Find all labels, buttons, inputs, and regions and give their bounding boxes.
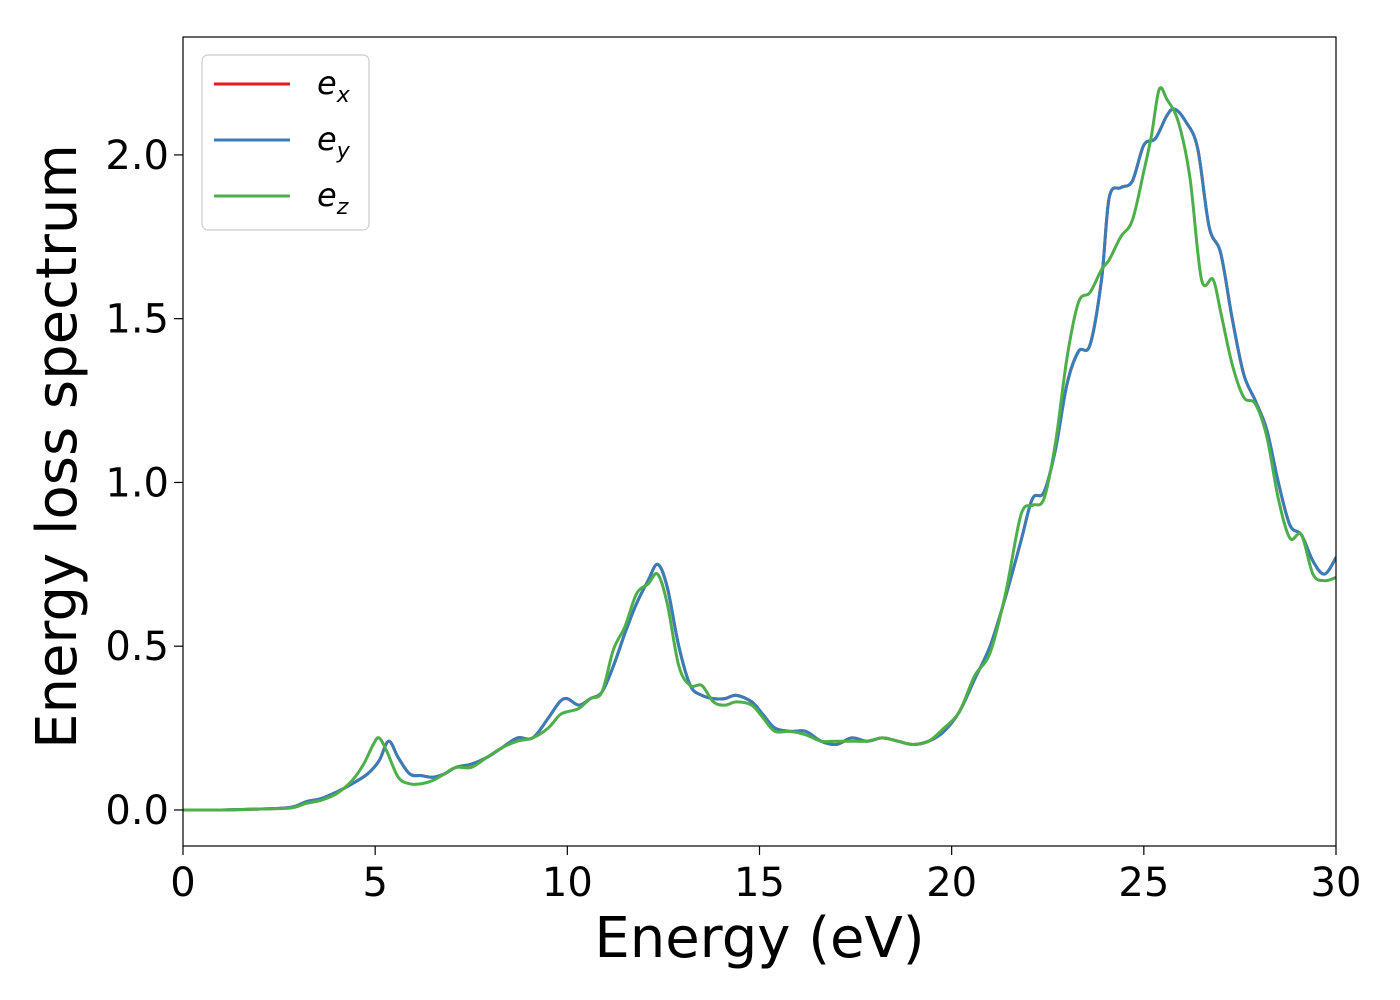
y-axis-title: Energy loss spectrum bbox=[25, 144, 90, 749]
plot-area bbox=[183, 86, 1336, 812]
y-axis-ticks: 0.0 0.5 1.0 1.5 2.0 bbox=[105, 133, 183, 834]
legend-box bbox=[201, 54, 370, 231]
series-line-z bbox=[183, 86, 1336, 812]
x-tick-label: 5 bbox=[362, 860, 387, 906]
x-tick-label: 30 bbox=[1311, 860, 1362, 906]
x-tick-label: 0 bbox=[170, 860, 195, 906]
legend-label-subscript: z bbox=[336, 195, 349, 220]
legend-label-main: e bbox=[317, 120, 337, 158]
y-tick-label: 1.5 bbox=[105, 297, 169, 343]
legend-label-main: e bbox=[317, 176, 337, 214]
x-tick-label: 25 bbox=[1118, 860, 1169, 906]
y-tick-label: 2.0 bbox=[105, 133, 169, 179]
legend-label-y: ey bbox=[317, 120, 351, 164]
y-tick-label: 0.0 bbox=[105, 788, 169, 834]
plot-frame bbox=[182, 36, 1337, 847]
y-tick-label: 1.0 bbox=[105, 460, 169, 506]
legend-label-x: ex bbox=[317, 64, 351, 108]
x-tick-label: 10 bbox=[542, 860, 593, 906]
legend-label-z: ez bbox=[317, 176, 349, 220]
y-tick-label: 0.5 bbox=[105, 624, 169, 670]
x-axis-ticks: 0 5 10 15 20 25 30 bbox=[170, 846, 1361, 906]
x-tick-label: 20 bbox=[926, 860, 977, 906]
legend-label-main: e bbox=[317, 64, 337, 102]
legend-label-subscript: x bbox=[336, 83, 351, 108]
legend-label-subscript: y bbox=[336, 139, 351, 164]
x-tick-label: 15 bbox=[734, 860, 785, 906]
x-axis-title: Energy (eV) bbox=[594, 906, 924, 971]
